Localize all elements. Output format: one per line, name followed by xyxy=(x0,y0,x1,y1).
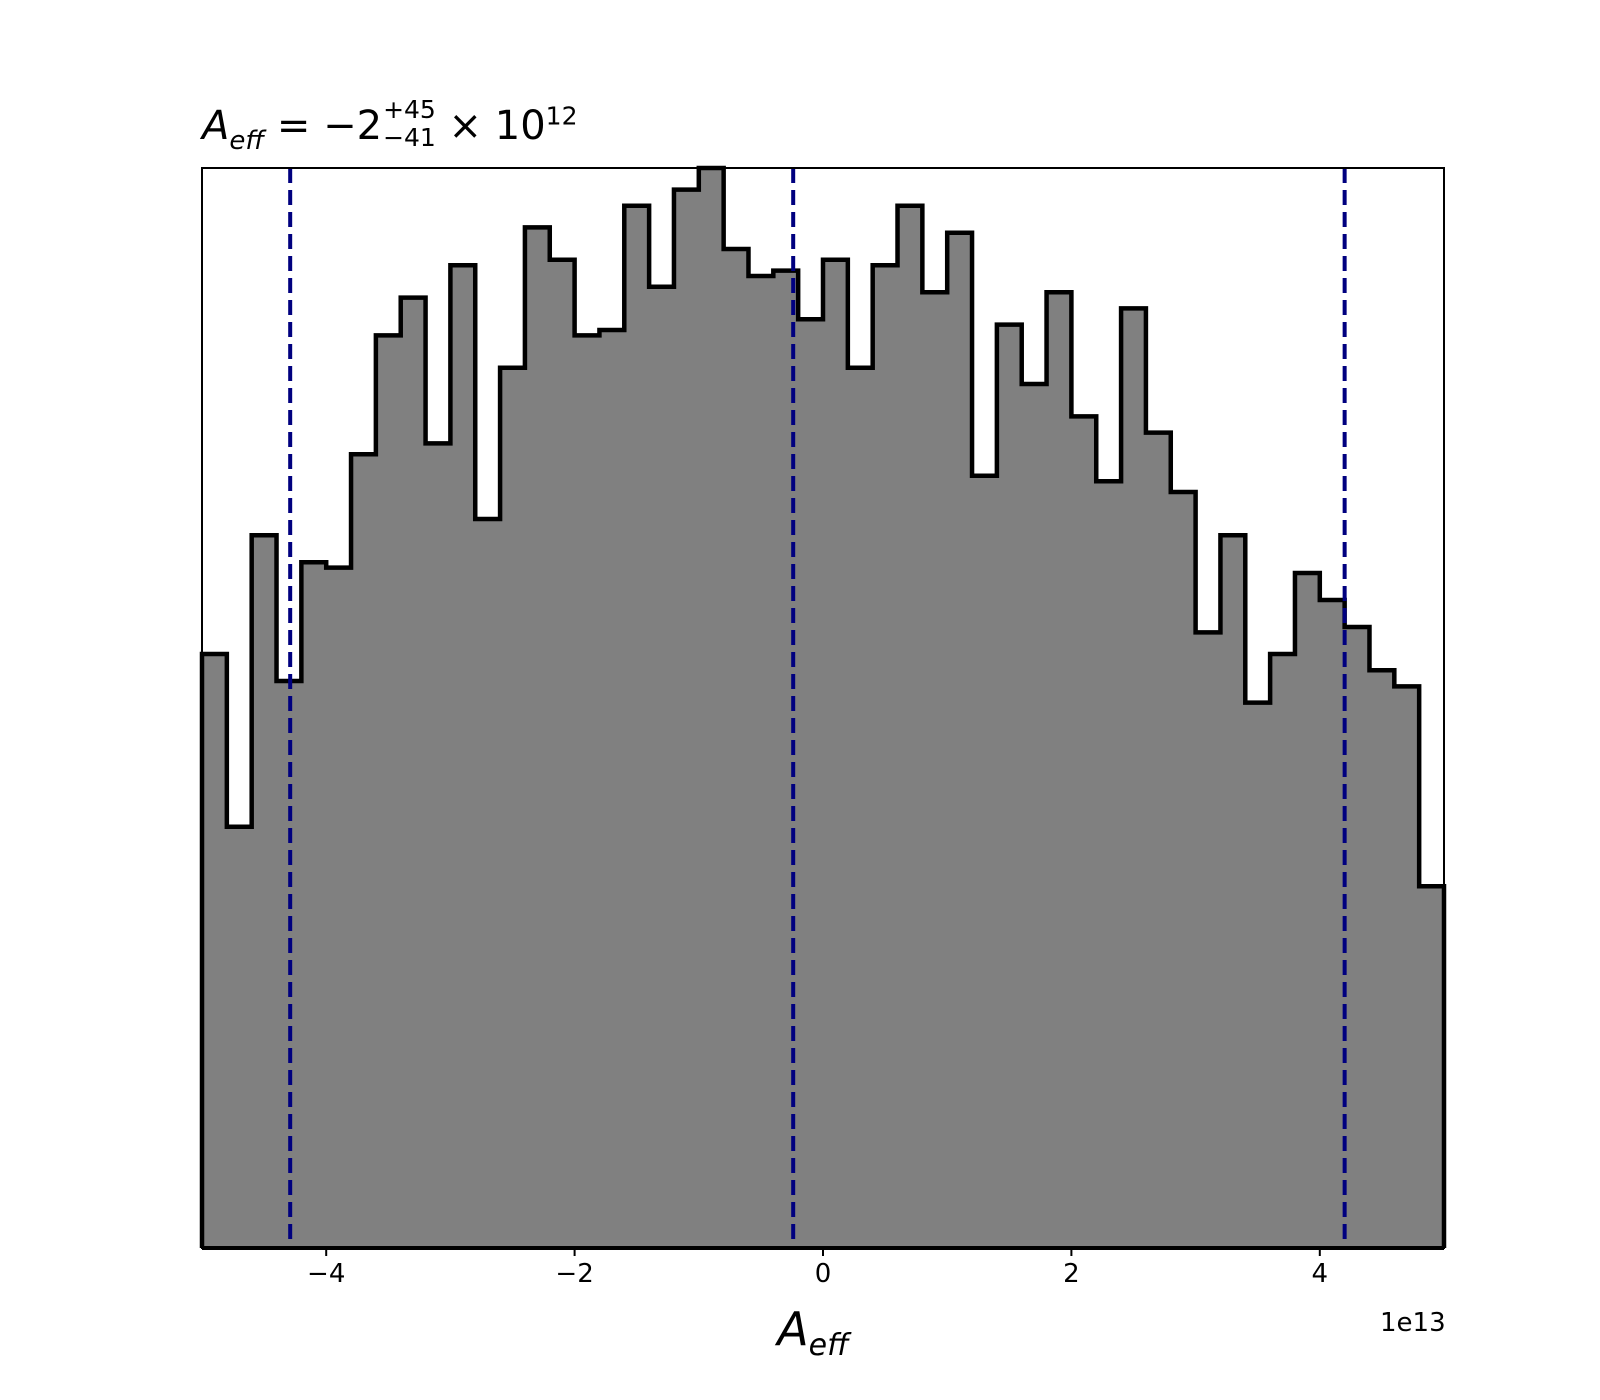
histogram-bar xyxy=(1344,627,1371,1248)
histogram-bar xyxy=(1021,384,1048,1248)
histogram-bar xyxy=(748,276,774,1248)
title-upper-error: +45 xyxy=(383,95,436,124)
histogram-bar xyxy=(798,319,824,1248)
histogram-bar xyxy=(1245,702,1271,1248)
histogram-bar xyxy=(972,475,998,1248)
histogram-bar xyxy=(301,562,327,1248)
histogram-bar xyxy=(1096,481,1122,1248)
xlabel-subscript: eff xyxy=(808,1328,849,1363)
title-errors: +45 −41 xyxy=(383,96,436,152)
x-axis-offset-text: 1e13 xyxy=(1380,1308,1446,1338)
histogram-bar xyxy=(326,567,352,1248)
x-tick-label: 4 xyxy=(1312,1259,1329,1289)
histogram-bar xyxy=(1369,670,1395,1248)
histogram-bar xyxy=(847,367,874,1248)
histogram-bar xyxy=(1270,654,1296,1248)
histogram-bar xyxy=(251,535,278,1248)
histogram-bars xyxy=(202,168,1445,1249)
histogram-bar xyxy=(574,335,601,1248)
histogram-bar xyxy=(922,292,948,1248)
histogram-bar xyxy=(1294,573,1321,1248)
histogram-bar xyxy=(351,454,377,1248)
histogram-bar xyxy=(475,519,501,1248)
x-tick-label: −4 xyxy=(307,1259,345,1289)
histogram-bar xyxy=(872,265,899,1248)
title-subscript: eff xyxy=(229,126,265,156)
histogram-bar xyxy=(947,232,973,1249)
histogram-bar xyxy=(1170,492,1197,1248)
histogram-outline xyxy=(199,165,1447,1248)
histogram-bar xyxy=(549,259,576,1248)
histogram-bar xyxy=(1419,886,1445,1248)
title-equals: = −2 xyxy=(264,103,383,149)
histogram-bar xyxy=(400,297,427,1249)
xlabel-symbol: A xyxy=(777,1302,809,1356)
histogram-bar xyxy=(1071,416,1097,1248)
histogram-bar xyxy=(897,205,923,1248)
histogram-bar xyxy=(1121,308,1147,1248)
histogram-bar xyxy=(1319,600,1346,1248)
histogram-bar xyxy=(624,205,650,1248)
histogram-bar xyxy=(1145,432,1172,1249)
x-axis-ticks: −4 −2 0 2 4 xyxy=(202,1246,1444,1289)
histogram-bar xyxy=(425,443,451,1248)
x-tick-label: 0 xyxy=(815,1259,832,1289)
histogram-bar xyxy=(599,330,625,1248)
histogram-bar xyxy=(673,189,700,1249)
histogram-bar xyxy=(723,249,750,1248)
histogram-bar xyxy=(226,826,253,1248)
x-tick-label: −2 xyxy=(555,1259,593,1289)
quantile-lines xyxy=(288,168,1347,1248)
histogram-bar xyxy=(1046,292,1072,1248)
histogram-bar xyxy=(996,324,1023,1249)
histogram-bar xyxy=(698,168,725,1248)
x-tick-label: 2 xyxy=(1063,1259,1080,1289)
histogram-bar xyxy=(823,259,849,1248)
histogram-bar xyxy=(450,265,476,1248)
histogram-bar xyxy=(524,227,551,1248)
histogram-bar xyxy=(500,367,526,1248)
histogram-bar xyxy=(375,335,402,1248)
title-exponent: 12 xyxy=(545,101,578,131)
chart-title: Aeff = −2 +45 −41 × 1012 xyxy=(202,96,578,157)
histogram-bar xyxy=(1195,632,1222,1248)
title-times: × 10 xyxy=(435,103,546,149)
histogram-bar xyxy=(202,654,228,1248)
histogram-bar xyxy=(1220,535,1246,1248)
title-lower-error: −41 xyxy=(383,123,436,152)
title-symbol: A xyxy=(202,103,230,149)
histogram-bar xyxy=(649,286,675,1248)
histogram-bar xyxy=(1394,686,1420,1248)
x-axis-label: Aeff xyxy=(0,1302,1600,1363)
